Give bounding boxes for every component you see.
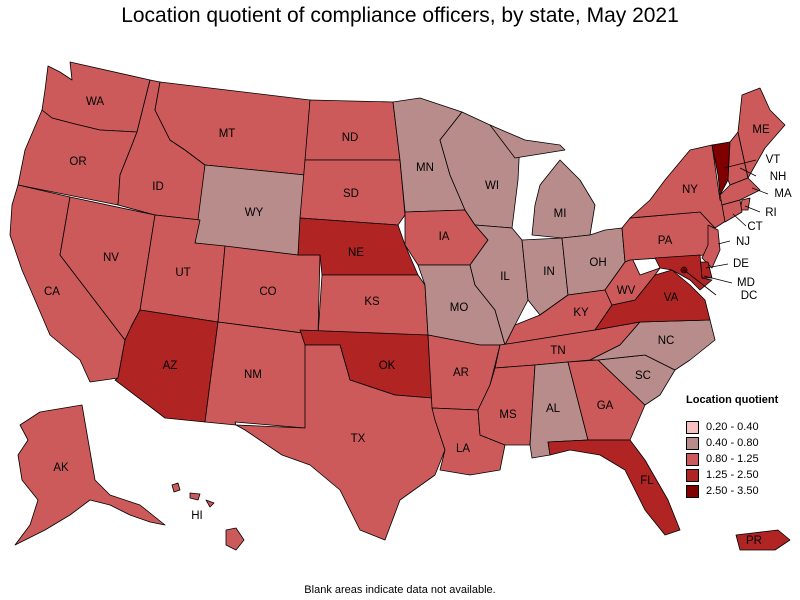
label-leader-lines [683,159,769,296]
label-in: IN [543,266,555,278]
label-hi: HI [191,510,203,522]
legend-swatch [686,484,699,498]
label-pa: PA [658,235,673,247]
label-vt: VT [766,154,781,166]
label-wi: WI [485,180,499,192]
state-ak[interactable] [14,404,166,546]
state-ny[interactable] [629,144,736,229]
label-nv: NV [103,252,119,264]
footnote: Blank areas indicate data not available. [304,584,496,596]
label-ky: KY [573,307,589,319]
legend-label: 0.80 - 1.25 [706,453,759,465]
label-ct: CT [747,221,762,233]
legend: Location quotient 0.20 - 0.40 0.40 - 0.8… [686,394,778,499]
legend-swatch [686,436,699,450]
legend-label: 2.50 - 3.50 [706,485,759,497]
label-il: IL [500,271,510,283]
label-co: CO [259,286,276,298]
state-tx[interactable] [235,344,446,541]
legend-label: 0.20 - 0.40 [706,421,759,433]
state-nd[interactable] [304,99,401,161]
label-wy: WY [245,207,264,219]
legend-title: Location quotient [686,394,779,406]
label-ms: MS [499,409,517,421]
label-oh: OH [589,257,606,269]
label-ma: MA [774,188,792,200]
label-nj: NJ [736,236,750,248]
label-ga: GA [597,400,614,412]
legend-item: 0.40 - 0.80 [686,435,778,451]
label-dc: DC [741,290,758,302]
legend-item: 0.80 - 1.25 [686,451,778,467]
legend-swatch [686,452,699,466]
label-ok: OK [379,360,396,372]
label-ut: UT [175,267,190,279]
label-tx: TX [351,433,366,445]
label-nd: ND [342,132,359,144]
label-wa: WA [86,96,104,108]
label-va: VA [664,292,679,304]
state-hi[interactable] [171,482,245,551]
label-mt: MT [219,128,236,140]
legend-item: 1.25 - 2.50 [686,467,778,483]
label-wv: WV [617,285,636,297]
state-co[interactable] [217,245,321,336]
state-nj[interactable] [701,224,721,269]
label-id: ID [152,181,164,193]
label-ar: AR [453,367,469,379]
state-pr[interactable] [735,529,791,551]
legend-swatch [686,420,699,434]
label-nm: NM [244,369,262,381]
state-vt[interactable] [711,141,731,196]
label-ri: RI [765,207,777,219]
label-de: DE [733,258,749,270]
label-ny: NY [682,184,698,196]
label-nc: NC [658,335,675,347]
label-nh: NH [770,171,787,183]
state-nc[interactable] [589,319,716,371]
label-pr: PR [746,535,762,547]
state-ct[interactable] [721,199,743,223]
label-ca: CA [44,286,60,298]
state-fl[interactable] [547,439,681,536]
legend-swatch [686,468,699,482]
label-mi: MI [554,208,567,220]
label-ak: AK [53,462,69,474]
state-sd[interactable] [299,159,406,226]
label-la: LA [456,443,470,455]
label-fl: FL [640,475,654,487]
label-me: ME [752,124,770,136]
label-mn: MN [416,162,434,174]
legend-item: 2.50 - 3.50 [686,483,778,499]
legend-label: 0.40 - 0.80 [706,437,759,449]
label-al: AL [546,403,561,415]
map-title: Location quotient of compliance officers… [121,4,679,27]
label-sd: SD [343,188,359,200]
label-mo: MO [450,302,469,314]
label-az: AZ [163,360,178,372]
label-ia: IA [439,231,450,243]
label-tn: TN [550,345,565,357]
label-or: OR [69,156,86,168]
legend-item: 0.20 - 0.40 [686,419,778,435]
label-ks: KS [364,296,380,308]
label-ne: NE [348,247,364,259]
label-md: MD [737,277,755,289]
legend-label: 1.25 - 2.50 [706,469,759,481]
label-sc: SC [635,370,651,382]
